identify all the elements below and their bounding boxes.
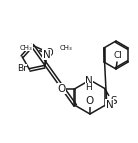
Text: N: N (85, 76, 93, 86)
Text: Br: Br (17, 64, 27, 73)
Text: N: N (43, 50, 51, 60)
Text: N: N (106, 100, 113, 110)
Text: Cl: Cl (114, 51, 122, 60)
Text: O: O (86, 96, 94, 106)
Text: H: H (86, 84, 92, 93)
Text: O: O (45, 48, 53, 58)
Text: S: S (110, 96, 117, 106)
Text: CH₃: CH₃ (60, 45, 72, 51)
Text: CH₃: CH₃ (20, 45, 33, 51)
Text: O: O (57, 84, 65, 94)
